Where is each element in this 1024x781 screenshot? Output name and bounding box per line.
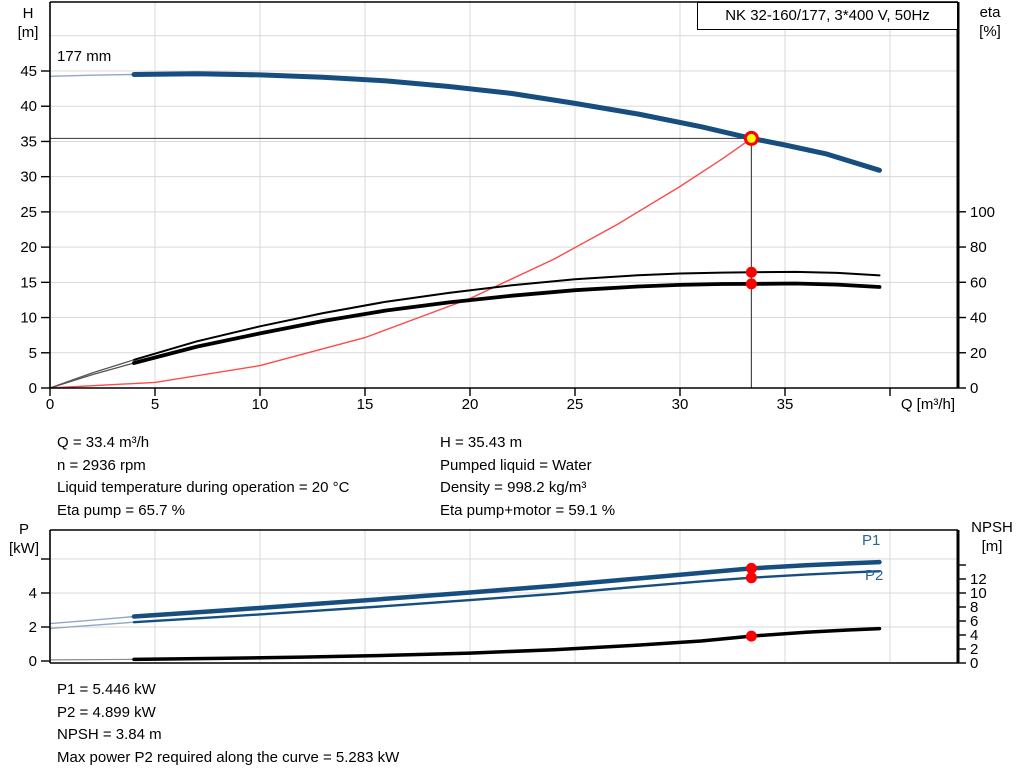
tick-label-x: 30 (672, 396, 689, 413)
info-p1: P1 = 5.446 kW (57, 681, 156, 698)
npsh-curve-lead (49, 658, 135, 661)
tick-label-right: 40 (970, 310, 987, 327)
eta-axis-symbol: eta (979, 4, 1001, 21)
tick-label-left: 0 (29, 380, 37, 397)
tick-label-x: 35 (777, 396, 794, 413)
npsh-axis-title: NPSH [m] (962, 518, 1022, 556)
impeller-diameter-label: 177 mm (57, 48, 112, 65)
pump-title-box: NK 32-160/177, 3*400 V, 50Hz (697, 2, 958, 30)
tick-label-left: 40 (20, 98, 37, 115)
tick-label-right: 4 (970, 627, 978, 644)
tick-label-x: 20 (462, 396, 479, 413)
npsh-axis-symbol: NPSH (971, 519, 1013, 536)
npsh-axis-unit: [m] (981, 538, 1003, 555)
info-density: Density = 998.2 kg/m³ (440, 479, 587, 497)
duty-info-column-2: H = 35.43 m Pumped liquid = Water Densit… (440, 432, 615, 522)
p2-operating-dot (745, 572, 757, 584)
tick-label-right: 8 (970, 599, 978, 616)
power-npsh-chart-gridlines (50, 530, 958, 663)
head-curve (131, 71, 882, 173)
p1-operating-dot (745, 562, 757, 574)
head-efficiency-chart-frame (49, 1, 960, 389)
tick-label-right: 100 (970, 204, 995, 221)
info-max-power: Max power P2 required along the curve = … (57, 748, 400, 766)
info-q: Q = 33.4 m³/h (57, 434, 150, 451)
system-curve (49, 137, 753, 389)
eta-pump-motor-operating-dot (745, 278, 757, 290)
info-pumped-liquid: Pumped liquid = Water (440, 456, 592, 474)
tick-label-left: 30 (20, 169, 37, 186)
npsh-operating-dot (745, 630, 757, 642)
tick-label-left: 20 (20, 239, 37, 256)
duty-info-column-1: Q = 33.4 m³/h n = 2936 rpm Liquid temper… (57, 432, 349, 522)
tick-label-left: 4 (29, 585, 37, 602)
power-info-block: P1 = 5.446 kW P2 = 4.899 kW NPSH = 3.84 … (57, 679, 399, 769)
head-efficiency-chart-gridlines (50, 2, 958, 388)
tick-label-left: 5 (29, 345, 37, 362)
eta-pump-motor-curve-lead (49, 362, 135, 389)
p-axis-title: P [kW] (0, 520, 48, 558)
tick-label-x: 5 (151, 396, 159, 413)
p2-curve-lead (49, 621, 135, 630)
p1-curve-label: P1 (862, 532, 881, 549)
head-curve-lead (49, 73, 135, 78)
tick-label-left: 2 (29, 619, 37, 636)
tick-label-right: 0 (970, 380, 978, 397)
eta-pump-motor-curve (132, 281, 882, 365)
p1-curve (131, 559, 882, 619)
tick-label-right: 2 (970, 641, 978, 658)
power-npsh-chart-frame (49, 529, 960, 664)
head-efficiency-chart-markers (743, 130, 759, 290)
head-efficiency-chart-ticks: 0 5 10 15 20 25 30 35 40 45 0 20 40 60 80 100 0 5 10 15 20 25… (20, 63, 995, 413)
eta-pump-curve (133, 270, 881, 361)
eta-axis-unit: [%] (979, 23, 1001, 40)
tick-label-left: 25 (20, 204, 37, 221)
p2-curve-label: P2 (865, 567, 884, 584)
p-axis-symbol: P (18, 521, 29, 538)
tick-label-x: 15 (357, 396, 374, 413)
tick-label-left: 15 (20, 274, 37, 291)
eta-axis-title: eta [%] (964, 3, 1016, 41)
h-axis-symbol: H (22, 5, 34, 22)
info-head: H = 35.43 m (440, 434, 523, 451)
tick-label-right: 0 (970, 655, 978, 672)
tick-label-right: 60 (970, 274, 987, 291)
tick-label-left: 0 (29, 653, 37, 670)
info-liquid-temperature: Liquid temperature during operation = 20… (57, 479, 350, 497)
tick-label-right: 6 (970, 613, 978, 630)
power-npsh-chart-markers (745, 562, 757, 642)
tick-label-right: 12 (970, 571, 987, 588)
info-npsh: NPSH = 3.84 m (57, 726, 162, 744)
tick-label-right: 10 (970, 585, 987, 602)
info-speed: n = 2936 rpm (57, 456, 146, 474)
tick-label-x: 0 (46, 396, 54, 413)
h-axis-unit: [m] (17, 24, 39, 41)
h-axis-title: H [m] (6, 4, 50, 42)
head-efficiency-chart: 0 5 10 15 20 25 30 35 40 45 0 20 40 60 80 100 0 5 10 15 20 25… (20, 1, 995, 413)
tick-label-left: 45 (20, 63, 37, 80)
eta-pump-operating-dot (745, 266, 757, 278)
info-eta-pump: Eta pump = 65.7 % (57, 501, 185, 519)
tick-label-x: 10 (252, 396, 269, 413)
tick-label-x: 25 (567, 396, 584, 413)
tick-label-left: 35 (20, 133, 37, 150)
info-p2: P2 = 4.899 kW (57, 703, 156, 721)
tick-label-left: 10 (20, 310, 37, 327)
tick-label-right: 20 (970, 345, 987, 362)
q-axis-title: Q [m³/h] (900, 396, 955, 413)
duty-crosshair (50, 137, 753, 388)
npsh-curve (132, 626, 882, 662)
tick-label-right: 80 (970, 239, 987, 256)
p2-curve (132, 570, 881, 624)
p1-curve-lead (49, 615, 135, 625)
duty-point (743, 130, 759, 146)
p-axis-unit: [kW] (9, 540, 39, 557)
info-eta-pump-motor: Eta pump+motor = 59.1 % (440, 501, 616, 519)
